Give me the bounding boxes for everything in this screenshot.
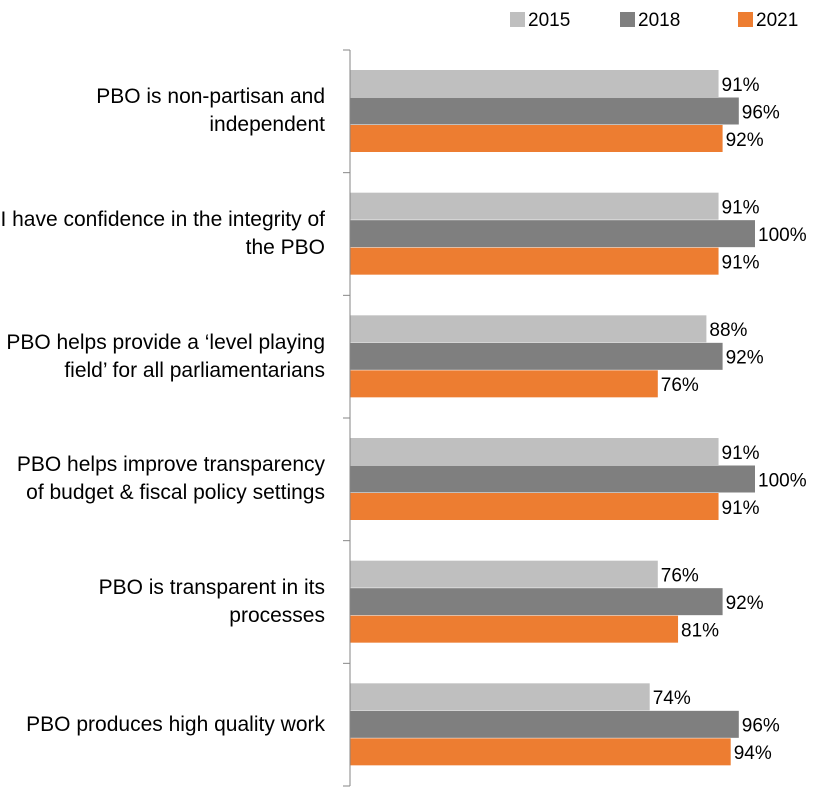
bar — [350, 247, 719, 275]
data-label: 92% — [726, 348, 764, 369]
data-label: 100% — [758, 470, 807, 491]
data-label: 92% — [726, 593, 764, 614]
legend-swatch — [738, 12, 753, 27]
legend-swatch — [510, 12, 525, 27]
bar — [350, 97, 739, 125]
category-label: PBO helps improve transparency of budget… — [16, 453, 325, 505]
data-label: 96% — [742, 716, 780, 737]
bar — [350, 342, 723, 370]
category-label: PBO helps provide a ‘level playing field… — [6, 330, 325, 382]
category-label: PBO is non-partisan and independent — [96, 85, 325, 137]
bar — [350, 683, 650, 711]
bar — [350, 70, 719, 97]
legend-label: 2015 — [528, 10, 570, 31]
bar — [350, 493, 719, 520]
bar — [350, 192, 719, 220]
legend-label: 2021 — [756, 10, 798, 31]
bar — [350, 220, 755, 248]
data-label: 76% — [661, 565, 699, 586]
bar — [350, 438, 719, 465]
bar — [350, 710, 739, 738]
bar — [350, 738, 731, 766]
legend-label: 2018 — [638, 10, 680, 31]
category-label: I have confidence in the integrity of th… — [0, 208, 325, 259]
data-label: 88% — [709, 320, 747, 341]
data-label: 76% — [661, 375, 699, 396]
data-label: 96% — [742, 102, 780, 123]
category-label: PBO is transparent in its processes — [98, 576, 325, 627]
data-label: 91% — [722, 443, 760, 464]
data-label: 91% — [722, 75, 760, 96]
bar — [350, 125, 723, 152]
bar — [350, 465, 755, 493]
bar — [350, 370, 658, 398]
bar — [350, 615, 679, 643]
data-label: 91% — [722, 252, 760, 273]
category-label: PBO produces high quality work — [26, 712, 325, 736]
data-label: 91% — [722, 197, 760, 218]
data-label: 94% — [734, 743, 772, 764]
bar — [350, 588, 723, 616]
legend-swatch — [620, 12, 635, 27]
bar — [350, 560, 658, 588]
bar — [350, 315, 707, 343]
data-label: 74% — [653, 688, 691, 709]
data-label: 91% — [722, 498, 760, 519]
data-label: 81% — [681, 620, 719, 641]
data-label: 92% — [726, 130, 764, 151]
data-label: 100% — [758, 225, 807, 246]
